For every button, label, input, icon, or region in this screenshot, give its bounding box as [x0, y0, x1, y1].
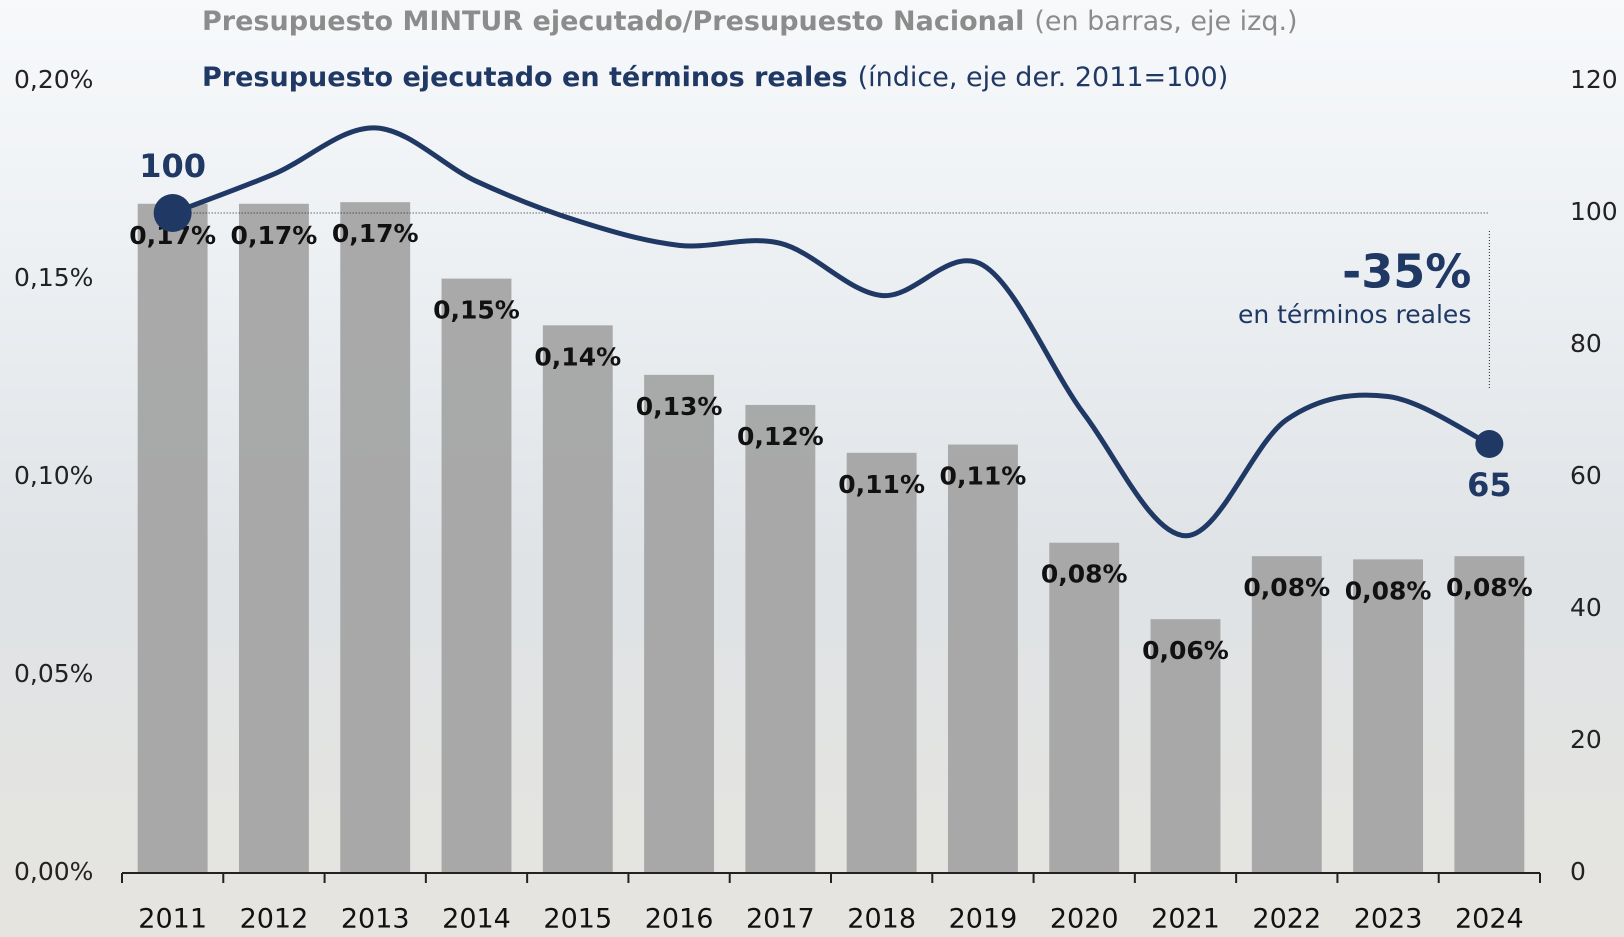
- bar: [1251, 556, 1322, 873]
- bar: [846, 452, 917, 873]
- bar-value-label: 0,12%: [737, 422, 824, 451]
- x-tick-label: 2015: [543, 904, 612, 935]
- bar: [137, 203, 208, 873]
- x-tick-label: 2011: [138, 904, 207, 935]
- y2-tick-label: 20: [1570, 725, 1602, 754]
- x-tick-label: 2018: [847, 904, 916, 935]
- bar-value-label: 0,15%: [433, 296, 520, 325]
- bar-value-label: 0,08%: [1345, 576, 1432, 605]
- bar: [1049, 542, 1120, 873]
- legend-line-1: Presupuesto MINTUR ejecutado/Presupuesto…: [202, 6, 1298, 37]
- bar: [1454, 556, 1525, 873]
- x-tick-label: 2024: [1455, 904, 1524, 935]
- x-tick-label: 2017: [746, 904, 815, 935]
- y2-tick-label: 100: [1570, 197, 1618, 226]
- bar-value-label: 0,14%: [534, 342, 621, 371]
- y2-tick-label: 60: [1570, 461, 1602, 490]
- y2-tick-label: 0: [1570, 857, 1586, 886]
- y-tick-label: 0,00%: [14, 857, 93, 886]
- point-label: 100: [139, 147, 206, 185]
- bar: [441, 278, 512, 873]
- legend-line-2: Presupuesto ejecutado en términos reales…: [202, 62, 1228, 93]
- y-tick-label: 0,20%: [14, 65, 93, 94]
- bar-value-label: 0,08%: [1243, 573, 1330, 602]
- x-tick-label: 2013: [341, 904, 410, 935]
- bar: [745, 404, 816, 873]
- legend-bar-name: Presupuesto MINTUR ejecutado/Presupuesto…: [202, 6, 1024, 37]
- legend-line-name: Presupuesto ejecutado en términos reales: [202, 62, 848, 93]
- annotation-text: en términos reales: [1238, 300, 1471, 329]
- legend-bar-detail: (en barras, eje izq.): [1034, 6, 1297, 37]
- bar: [238, 203, 309, 873]
- bar-value-label: 0,11%: [940, 462, 1027, 491]
- point-label: 65: [1467, 466, 1512, 504]
- point: [153, 194, 192, 232]
- bar: [542, 325, 613, 873]
- point: [1475, 430, 1504, 458]
- x-tick-label: 2023: [1354, 904, 1423, 935]
- y-tick-label: 0,05%: [14, 659, 93, 688]
- bar-value-label: 0,11%: [838, 470, 925, 499]
- line: [171, 125, 1491, 539]
- annotation-value: -35%: [1342, 245, 1471, 299]
- bar-value-label: 0,17%: [231, 221, 318, 250]
- bar: [1150, 619, 1221, 873]
- bar-value-label: 0,17%: [332, 219, 419, 248]
- bar-value-label: 0,06%: [1142, 636, 1229, 665]
- x-tick-label: 2021: [1151, 904, 1220, 935]
- bar: [644, 374, 715, 873]
- legend-line-detail: (índice, eje der. 2011=100): [858, 62, 1229, 93]
- bar-value-label: 0,08%: [1041, 560, 1128, 589]
- x-tick-label: 2022: [1252, 904, 1321, 935]
- y-tick-label: 0,10%: [14, 461, 93, 490]
- x-tick-label: 2020: [1050, 904, 1119, 935]
- x-tick-label: 2014: [442, 904, 511, 935]
- x-tick-label: 2019: [949, 904, 1018, 935]
- bar: [340, 202, 411, 873]
- y2-tick-label: 120: [1570, 65, 1618, 94]
- bar-value-label: 0,08%: [1446, 573, 1533, 602]
- bar: [947, 444, 1018, 873]
- bar: [1353, 559, 1424, 873]
- y2-tick-label: 80: [1570, 329, 1602, 358]
- bar-value-label: 0,13%: [636, 392, 723, 421]
- x-tick-label: 2016: [645, 904, 714, 935]
- y2-tick-label: 40: [1570, 593, 1602, 622]
- y-tick-label: 0,15%: [14, 263, 93, 292]
- x-tick-label: 2012: [240, 904, 309, 935]
